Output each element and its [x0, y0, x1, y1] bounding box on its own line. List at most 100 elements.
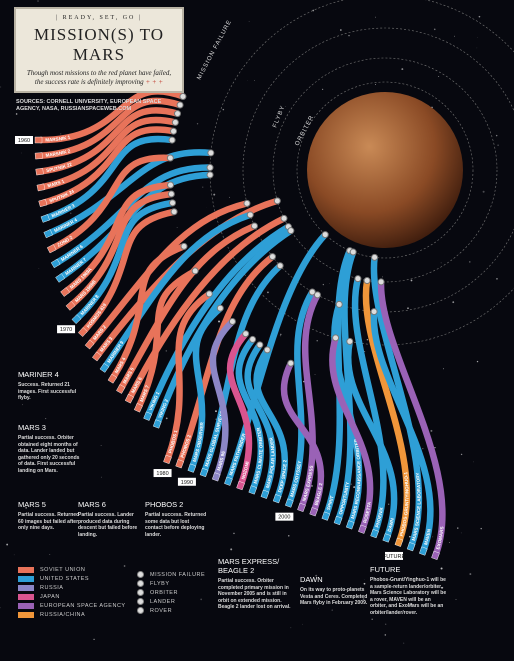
flag [382, 533, 392, 543]
mission-label: MARSNIK 1 [45, 135, 71, 143]
flag [143, 411, 153, 421]
mission-band [164, 291, 212, 460]
star [453, 35, 455, 37]
outcome-dot [263, 346, 271, 354]
mission-name: ROSETTA [362, 501, 372, 524]
flag [40, 214, 50, 223]
star [206, 59, 208, 61]
flag [419, 546, 428, 556]
star [322, 88, 324, 90]
flag [152, 419, 162, 429]
sources: SOURCES: CORNELL UNIVERSITY, EUROPEAN SP… [16, 99, 162, 112]
legend-row: UNITED STATES [18, 574, 126, 583]
flag [236, 481, 245, 491]
callout: MARS 5 Partial success. Returned 60 image… [18, 500, 80, 532]
outcome-dot [169, 199, 177, 207]
subtitle-text: Though most missions to the red planet h… [26, 69, 172, 86]
star [363, 582, 366, 585]
star [60, 133, 62, 135]
decade-label: 1990 [181, 480, 193, 486]
star [322, 283, 324, 286]
star [455, 599, 457, 600]
mission-label: MARS 3 [99, 336, 114, 353]
callout: PHOBOS 2 Partial success. Returned some d… [145, 500, 207, 538]
outcome-dot [332, 334, 340, 342]
star [311, 485, 313, 487]
outcome-dot [206, 171, 214, 179]
decade-label: 1960 [18, 138, 30, 144]
outcome-dot [370, 308, 378, 316]
decade-tag [57, 325, 76, 334]
legend-swatch [18, 611, 34, 618]
decade-label: 2000 [278, 515, 290, 521]
star [64, 453, 67, 455]
decade-tag [177, 477, 196, 486]
flag [46, 244, 57, 254]
callout-title: MARS 5 [18, 500, 46, 509]
star [176, 227, 178, 228]
star [410, 279, 413, 282]
mars [307, 92, 463, 248]
star [350, 483, 352, 485]
flag [84, 339, 95, 350]
star [165, 350, 167, 352]
mission-band [209, 319, 235, 477]
star [267, 291, 269, 294]
flag [50, 258, 61, 269]
legend-dot [137, 580, 144, 587]
legend-row: ORBITER [137, 588, 205, 597]
flag [34, 136, 43, 144]
callout-text: On its way to proto-planets Vesta and Ce… [300, 587, 368, 606]
outcome-dot [321, 231, 329, 239]
mission-label: MARS 7 [139, 384, 150, 402]
star [331, 609, 333, 611]
kicker: | READY, SET, GO | [55, 15, 143, 21]
legend-label: RUSSIA/CHINA [40, 611, 86, 618]
star [0, 86, 2, 88]
mission-label: MAVEN [423, 528, 432, 546]
callout-title: MARS 6 [78, 500, 106, 509]
star [362, 598, 365, 601]
legend-row: LANDER [137, 597, 205, 606]
mission-name: MARS 7 [139, 384, 150, 402]
star [222, 108, 225, 111]
star [401, 68, 404, 71]
flag [71, 314, 82, 325]
star [452, 301, 455, 304]
mission-band [118, 222, 256, 390]
star [93, 638, 95, 641]
star [218, 320, 220, 323]
mission-label: ROSETTA [362, 501, 372, 524]
star [329, 282, 331, 284]
outcome-dot [280, 214, 288, 222]
star [70, 212, 72, 214]
orbit-ring [296, 81, 474, 259]
mission-label: MARS 96 [216, 450, 226, 471]
mission-name: MARINER 3 [51, 203, 76, 219]
star [434, 447, 436, 449]
mission-label: BEAGLE 2 [314, 482, 324, 506]
legend-label: LANDER [150, 598, 176, 605]
outcome-dot [167, 190, 175, 198]
star [45, 418, 47, 420]
callout: DAWN On its way to proto-planets Vesta an… [300, 575, 378, 607]
star [432, 536, 434, 538]
mission-band [329, 336, 374, 529]
callout: MARS EXPRESS/ BEAGLE 2 Partial success. O… [218, 557, 296, 611]
mission-band [298, 293, 321, 508]
outcome-dot [249, 335, 257, 343]
outcome-dot [176, 101, 184, 109]
star [366, 339, 369, 341]
callout: MARS 6 Partial success. Lander produced d… [78, 500, 140, 538]
mission-band [370, 311, 434, 551]
star [477, 37, 478, 38]
outcome-dot [256, 341, 264, 349]
star [302, 623, 303, 625]
mission-name: MAVEN [423, 528, 432, 546]
flag [333, 515, 343, 526]
star [279, 335, 281, 337]
star [213, 193, 216, 196]
star [433, 28, 436, 31]
star [407, 307, 409, 310]
star [473, 461, 475, 463]
